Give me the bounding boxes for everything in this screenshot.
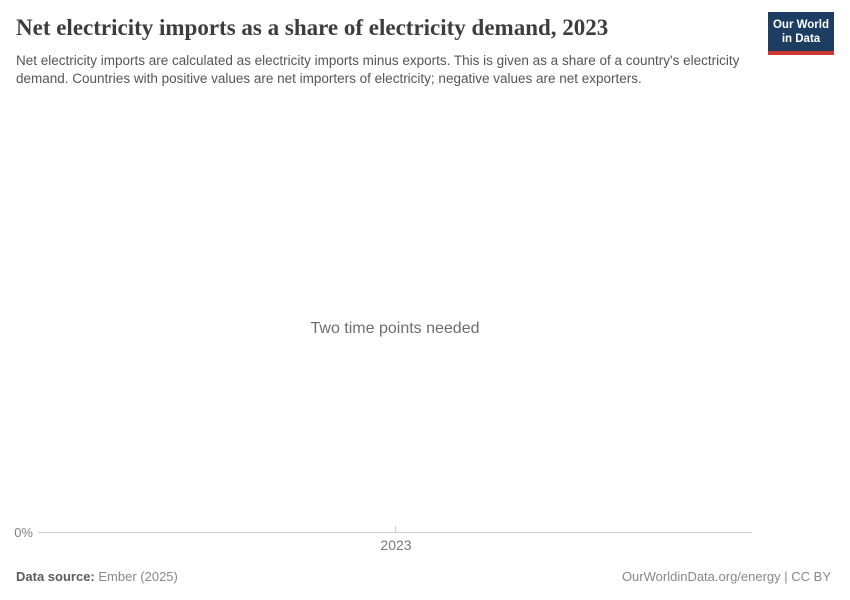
data-source-line[interactable]: Data source: Ember (2025) xyxy=(16,569,178,584)
attribution-link[interactable]: OurWorldinData.org/energy | CC BY xyxy=(621,569,831,584)
no-data-message: Two time points needed xyxy=(310,320,480,337)
owid-logo-line1: Our World xyxy=(772,18,829,31)
owid-logo-line2: in Data xyxy=(781,32,821,45)
x-axis-year-label: 2023 xyxy=(380,537,412,553)
x-axis-line xyxy=(38,532,752,533)
x-axis-tick xyxy=(395,526,396,532)
chart-title: Net electricity imports as a share of el… xyxy=(16,15,609,40)
data-source-value: Ember (2025) xyxy=(98,569,178,584)
owid-logo[interactable]: Our World in Data xyxy=(768,12,834,55)
data-source-label: Data source: xyxy=(16,569,95,584)
y-axis-zero-label: 0% xyxy=(14,525,33,540)
chart-subtitle: Net electricity imports are calculated a… xyxy=(16,53,740,86)
